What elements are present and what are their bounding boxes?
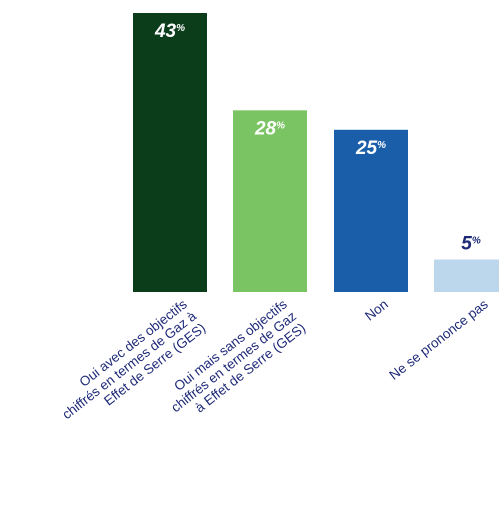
category-label-4: Ne se prononce pas	[386, 296, 491, 382]
category-label-3: Non	[362, 297, 391, 324]
bar-value-label-2: 28%	[254, 118, 285, 139]
bar-value-unit: %	[472, 236, 481, 247]
bar-2	[233, 110, 307, 292]
bar-value-unit: %	[176, 23, 185, 34]
bar-1	[133, 13, 207, 292]
bar-value-number: 43	[154, 21, 177, 42]
bar-value-label-3: 25%	[355, 138, 386, 159]
bar-value-number: 5	[461, 234, 472, 255]
bar-value-number: 28	[254, 118, 277, 139]
value-labels-layer: 43%28%25%5%	[154, 21, 481, 255]
category-label-line: Non	[362, 297, 391, 324]
bar-value-number: 25	[355, 138, 378, 159]
bar-4	[434, 259, 499, 292]
category-label-line: Ne se prononce pas	[386, 296, 491, 382]
bar-value-label-4: 5%	[461, 234, 481, 255]
bar-value-label-1: 43%	[154, 21, 185, 42]
bar-3	[334, 129, 408, 292]
bars-layer	[133, 13, 499, 292]
bar-value-unit: %	[276, 120, 285, 131]
bar-value-unit: %	[377, 140, 386, 151]
